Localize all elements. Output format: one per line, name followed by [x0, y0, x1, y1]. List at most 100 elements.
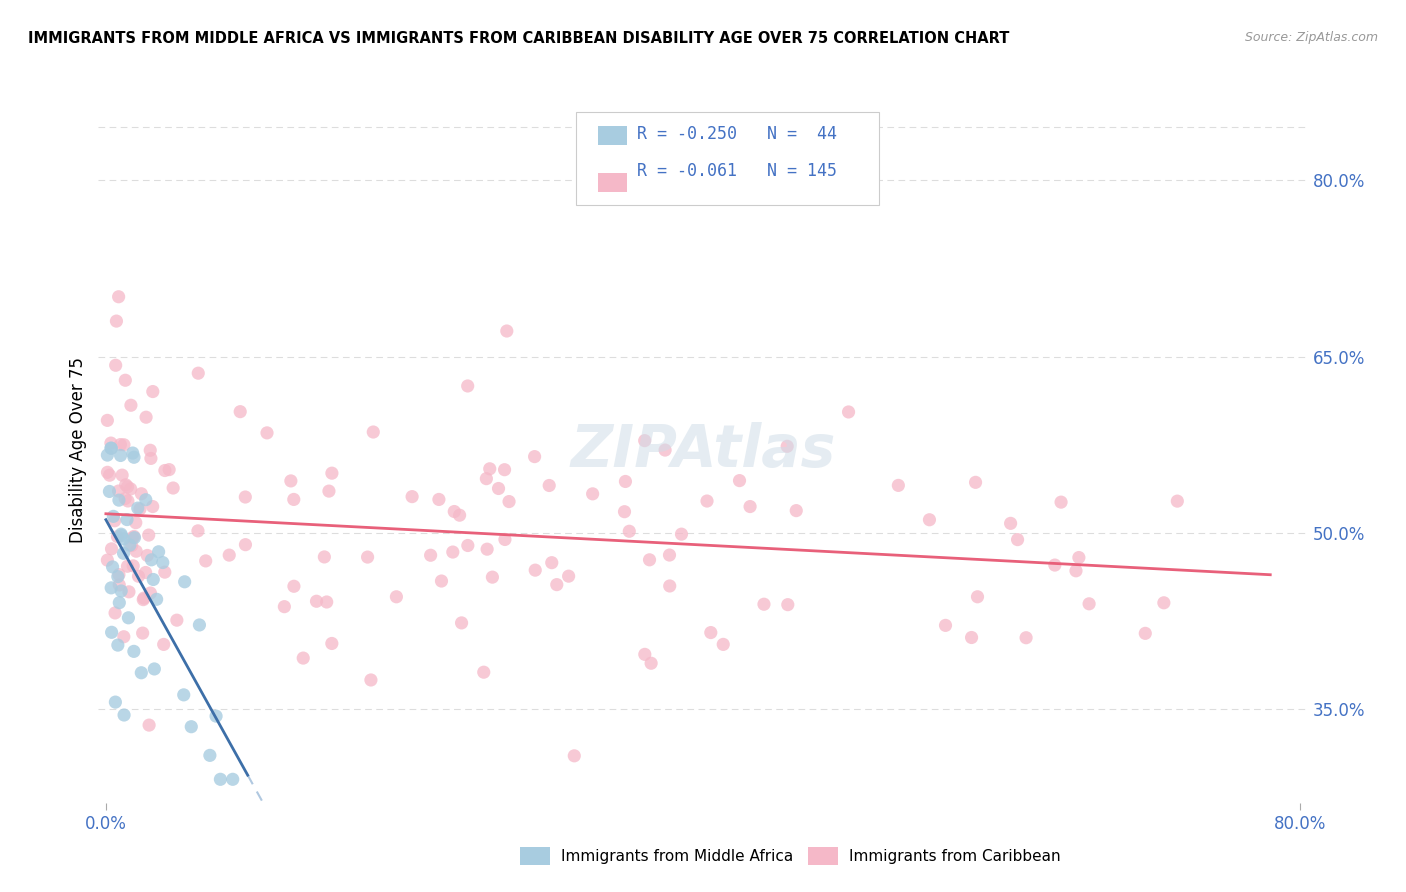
Point — [205, 709, 228, 723]
Point — [472, 665, 495, 680]
Point — [110, 529, 132, 543]
Point — [1153, 596, 1175, 610]
Point — [634, 434, 657, 448]
Point — [449, 508, 471, 523]
Point — [100, 436, 122, 450]
Point — [100, 625, 122, 640]
Point — [112, 546, 135, 560]
Point — [256, 425, 278, 440]
Point — [314, 549, 336, 564]
Point — [557, 569, 579, 583]
Point — [105, 314, 128, 328]
Point — [187, 524, 209, 538]
Point — [478, 462, 501, 476]
Point — [135, 566, 157, 580]
Point — [153, 565, 176, 579]
Point — [785, 503, 807, 517]
Point — [121, 446, 143, 460]
Point — [122, 450, 145, 465]
Point — [110, 584, 132, 599]
Point — [131, 626, 153, 640]
Point — [139, 451, 162, 466]
Point — [1043, 558, 1066, 572]
Point — [209, 772, 232, 787]
Point — [96, 448, 118, 462]
Point — [292, 651, 315, 665]
Point — [117, 480, 139, 494]
Point — [141, 553, 163, 567]
Point — [100, 541, 122, 556]
Point — [524, 563, 547, 577]
Point — [112, 438, 135, 452]
Point — [280, 474, 302, 488]
Point — [700, 625, 723, 640]
Point — [1135, 626, 1157, 640]
Point — [475, 472, 498, 486]
Point — [108, 596, 131, 610]
Point — [427, 492, 450, 507]
Point — [104, 695, 127, 709]
Point — [934, 618, 956, 632]
Point — [173, 574, 195, 589]
Point — [960, 631, 983, 645]
Text: R = -0.061   N = 145: R = -0.061 N = 145 — [637, 162, 837, 180]
Point — [135, 492, 157, 507]
Y-axis label: Disability Age Over 75: Disability Age Over 75 — [69, 358, 87, 543]
Point — [117, 611, 139, 625]
Point — [121, 531, 143, 545]
Point — [125, 544, 148, 558]
Point — [1078, 597, 1101, 611]
Point — [153, 463, 176, 477]
Text: IMMIGRANTS FROM MIDDLE AFRICA VS IMMIGRANTS FROM CARIBBEAN DISABILITY AGE OVER 7: IMMIGRANTS FROM MIDDLE AFRICA VS IMMIGRA… — [28, 31, 1010, 46]
Point — [356, 550, 378, 565]
Point — [1050, 495, 1073, 509]
Point — [120, 398, 142, 412]
Point — [111, 468, 134, 483]
Point — [918, 513, 941, 527]
Point — [419, 548, 441, 562]
Point — [966, 590, 988, 604]
Point — [108, 567, 131, 582]
Point — [776, 598, 799, 612]
Point — [619, 524, 641, 539]
Point — [120, 482, 142, 496]
Point — [640, 657, 662, 671]
Point — [218, 548, 240, 562]
Point — [1166, 494, 1188, 508]
Point — [887, 478, 910, 492]
Point — [107, 483, 129, 498]
Point — [776, 439, 799, 453]
Point — [430, 574, 453, 588]
Text: R = -0.250   N =  44: R = -0.250 N = 44 — [637, 125, 837, 143]
Point — [108, 578, 131, 592]
Point — [108, 493, 131, 508]
Point — [711, 637, 734, 651]
Point — [562, 748, 585, 763]
Point — [166, 613, 188, 627]
Point — [222, 772, 245, 787]
Point — [235, 538, 257, 552]
Point — [107, 569, 129, 583]
Point — [538, 478, 561, 492]
Point — [152, 637, 174, 651]
Point — [138, 718, 160, 732]
Point — [132, 591, 155, 605]
Point — [122, 529, 145, 543]
Point — [96, 466, 118, 480]
Point — [118, 538, 141, 552]
Point — [142, 384, 165, 399]
Point — [315, 595, 337, 609]
Point — [441, 545, 464, 559]
Point — [162, 481, 184, 495]
Point — [115, 512, 138, 526]
Point — [498, 494, 520, 508]
Point — [125, 516, 148, 530]
Point — [475, 542, 498, 557]
Point — [143, 662, 166, 676]
Point — [107, 530, 129, 544]
Point — [110, 449, 132, 463]
Point — [752, 597, 775, 611]
Point — [443, 504, 465, 518]
Point — [98, 468, 121, 483]
Point — [100, 441, 122, 455]
